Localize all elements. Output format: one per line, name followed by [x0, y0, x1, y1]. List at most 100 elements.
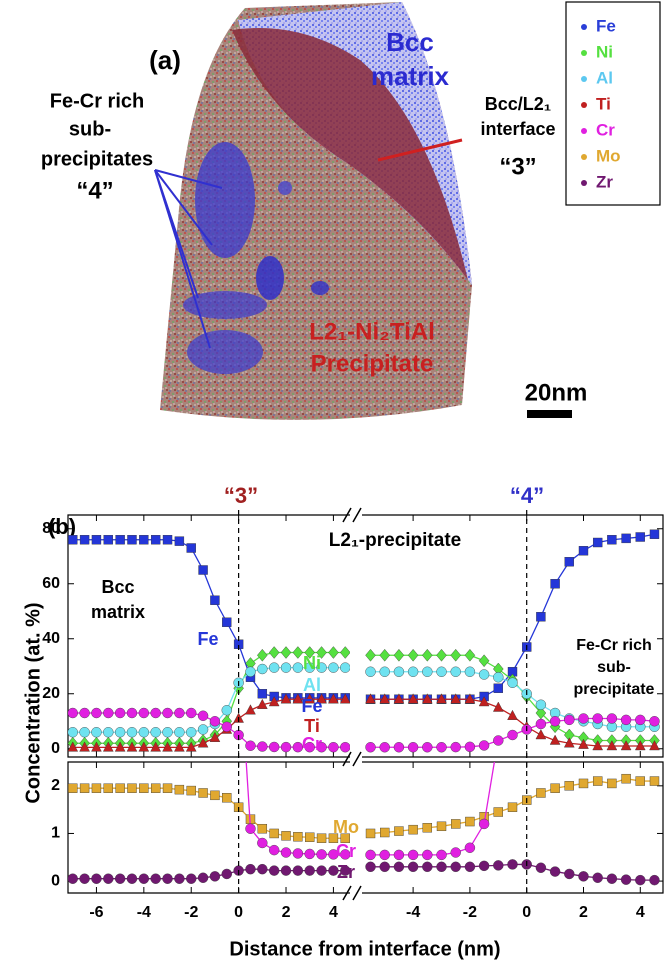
marker	[464, 648, 476, 662]
marker	[210, 790, 220, 801]
series-label: Zr	[337, 862, 355, 882]
marker	[436, 821, 447, 832]
marker	[305, 832, 315, 842]
marker	[478, 818, 490, 830]
marker	[478, 740, 490, 751]
series	[68, 863, 350, 884]
marker	[564, 868, 575, 880]
region-label: precipitates	[41, 148, 153, 170]
marker	[393, 742, 405, 753]
marker	[257, 741, 268, 752]
marker	[150, 535, 161, 545]
marker	[115, 783, 125, 793]
region-id: “4”	[76, 177, 113, 204]
marker	[436, 693, 447, 704]
marker	[268, 741, 280, 753]
marker	[649, 529, 660, 539]
series	[365, 859, 660, 886]
legend-label: Mo	[596, 146, 621, 165]
marker	[634, 740, 646, 751]
series-label: Al	[303, 675, 321, 695]
legend-swatch	[581, 154, 587, 160]
marker	[620, 714, 632, 726]
marker	[365, 742, 376, 753]
x-tick-label: 4	[636, 904, 645, 921]
y-tick-label: 60	[42, 575, 60, 592]
marker	[186, 873, 197, 884]
marker	[316, 849, 327, 860]
marker	[316, 646, 327, 659]
marker	[304, 693, 316, 704]
x-axis-label: Distance from interface (nm)	[229, 938, 500, 960]
marker	[564, 781, 574, 791]
marker	[209, 716, 221, 727]
marker	[450, 847, 461, 858]
marker	[68, 727, 78, 738]
marker	[328, 849, 339, 860]
marker	[174, 727, 185, 738]
marker	[79, 727, 90, 738]
marker	[257, 823, 268, 834]
marker	[127, 257, 137, 267]
marker	[316, 693, 327, 704]
marker	[68, 783, 78, 793]
legend-swatch	[581, 102, 587, 108]
marker	[328, 693, 339, 704]
marker	[150, 783, 161, 793]
marker	[436, 742, 447, 753]
marker	[507, 709, 518, 720]
marker	[593, 352, 603, 362]
marker	[407, 693, 419, 704]
marker	[422, 666, 433, 677]
marker	[493, 735, 504, 746]
region-id: “3”	[499, 153, 536, 180]
x-tick-label: -4	[137, 904, 151, 921]
series	[127, 257, 350, 860]
marker	[139, 257, 149, 267]
series-label: Ni	[303, 653, 321, 673]
marker	[316, 662, 327, 673]
marker	[304, 741, 315, 753]
marker	[280, 662, 292, 673]
marker	[257, 837, 268, 849]
marker	[536, 447, 546, 457]
marker	[493, 807, 504, 817]
marker	[79, 707, 90, 719]
marker	[268, 865, 280, 876]
marker	[478, 669, 490, 680]
marker	[328, 833, 339, 843]
marker	[393, 849, 405, 861]
marker	[422, 648, 433, 662]
marker	[222, 793, 232, 803]
marker	[126, 741, 138, 752]
marker	[407, 861, 419, 872]
marker	[174, 536, 185, 546]
series-line	[72, 787, 346, 839]
legend-label: Fe	[596, 16, 616, 35]
marker	[436, 666, 447, 677]
marker	[257, 648, 268, 662]
marker	[340, 833, 350, 843]
y-tick-label: 40	[42, 630, 60, 647]
marker	[268, 696, 280, 707]
legend-label: Cr	[596, 120, 615, 139]
marker	[268, 844, 280, 856]
marker	[536, 788, 546, 798]
marker	[592, 872, 603, 883]
marker	[126, 727, 138, 738]
marker	[91, 873, 102, 884]
marker	[450, 666, 461, 677]
marker	[478, 860, 490, 872]
marker	[436, 861, 447, 872]
marker	[450, 741, 461, 753]
marker	[550, 579, 560, 589]
marker	[197, 737, 209, 748]
marker	[649, 716, 660, 727]
marker	[103, 727, 114, 738]
marker	[292, 662, 304, 673]
marker	[421, 693, 433, 704]
marker	[68, 707, 78, 719]
y-tick-label: 1	[51, 825, 60, 842]
marker	[578, 546, 589, 556]
